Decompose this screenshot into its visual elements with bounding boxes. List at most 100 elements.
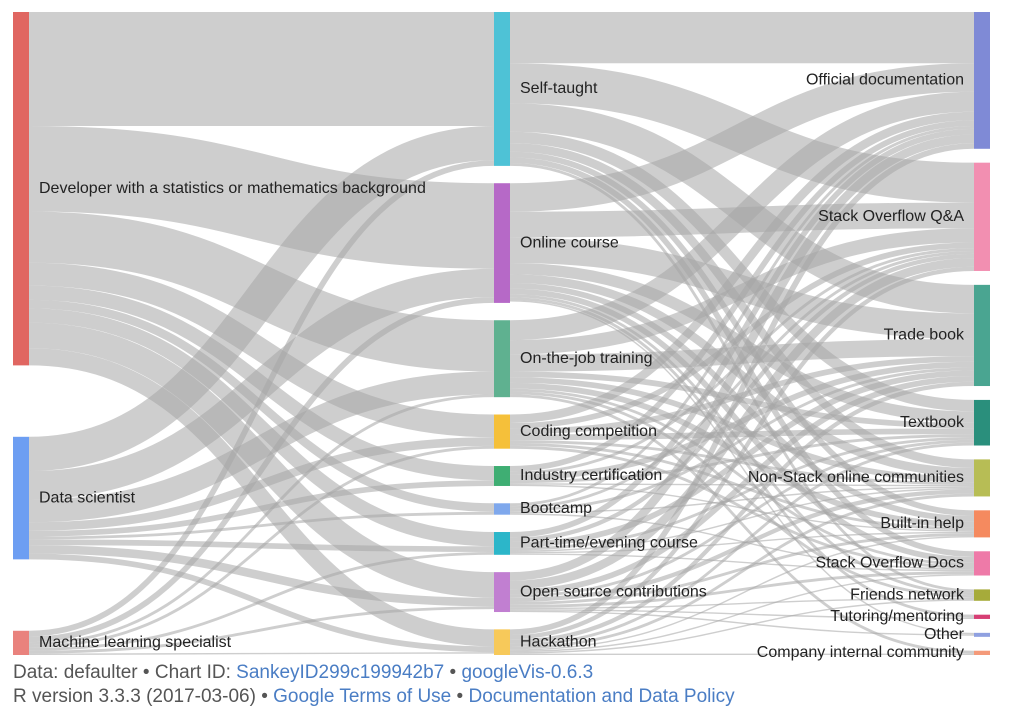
flow-link-ds-to-coding[interactable] bbox=[28, 437, 495, 531]
node-nonstack[interactable] bbox=[974, 459, 990, 497]
node-hack[interactable] bbox=[494, 629, 510, 655]
node-self[interactable] bbox=[494, 12, 510, 166]
flow-link-self-to-nonstack[interactable] bbox=[509, 143, 975, 468]
flow-link-cert-to-offdoc[interactable] bbox=[509, 120, 975, 472]
flow-link-hack-to-offdoc[interactable] bbox=[509, 143, 975, 636]
node-oss[interactable] bbox=[494, 572, 510, 613]
node-coding[interactable] bbox=[494, 414, 510, 449]
node-friends[interactable] bbox=[974, 589, 990, 601]
flow-link-part-to-offdoc[interactable] bbox=[509, 128, 975, 538]
flow-link-part-to-soqa[interactable] bbox=[509, 253, 975, 542]
flow-link-part-to-textbook[interactable] bbox=[509, 436, 975, 551]
flow-link-ml-to-coding[interactable] bbox=[28, 445, 495, 648]
flow-link-boot-to-soqa[interactable] bbox=[509, 251, 975, 509]
node-ds[interactable] bbox=[13, 436, 29, 560]
node-label-nonstack: Non-Stack online communities bbox=[748, 469, 964, 486]
flow-link-oss-to-other[interactable] bbox=[509, 610, 975, 636]
node-sodocs[interactable] bbox=[974, 551, 990, 576]
flow-link-ojt-to-company[interactable] bbox=[509, 394, 975, 654]
node-label-self: Self-taught bbox=[520, 80, 598, 97]
flow-link-ds-to-online[interactable] bbox=[28, 268, 495, 500]
flow-link-ml-to-oss[interactable] bbox=[28, 606, 495, 654]
flow-link-hack-to-builtin[interactable] bbox=[509, 535, 975, 651]
node-label-textbook: Textbook bbox=[900, 414, 965, 431]
flow-link-ml-to-part[interactable] bbox=[28, 551, 495, 651]
flow-link-ds-to-cert[interactable] bbox=[28, 480, 495, 537]
google-terms-link[interactable]: Google Terms of Use bbox=[273, 686, 452, 707]
node-label-hack: Hackathon bbox=[520, 633, 597, 650]
googlevis-link[interactable]: googleVis-0.6.3 bbox=[461, 662, 594, 683]
flow-link-ml-to-hack[interactable] bbox=[28, 652, 495, 656]
node-ojt[interactable] bbox=[494, 320, 510, 398]
flow-link-coding-to-offdoc[interactable] bbox=[509, 111, 975, 424]
flow-link-dev-to-hack[interactable] bbox=[28, 348, 495, 647]
node-label-coding: Coding competition bbox=[520, 423, 657, 440]
flow-link-hack-to-sodocs[interactable] bbox=[509, 574, 975, 653]
flow-link-ml-to-ojt[interactable] bbox=[28, 394, 495, 646]
node-online[interactable] bbox=[494, 183, 510, 303]
flow-link-ds-to-boot[interactable] bbox=[28, 511, 495, 540]
node-label-trade: Trade book bbox=[884, 327, 965, 344]
flow-link-ds-to-hack[interactable] bbox=[28, 553, 495, 653]
node-label-other: Other bbox=[924, 626, 965, 643]
flow-link-hack-to-trade[interactable] bbox=[509, 381, 975, 644]
node-dev[interactable] bbox=[13, 12, 29, 366]
flow-link-ml-to-self[interactable] bbox=[28, 160, 495, 637]
node-offdoc[interactable] bbox=[974, 12, 990, 149]
flow-link-ojt-to-offdoc[interactable] bbox=[509, 91, 975, 341]
node-company[interactable] bbox=[974, 650, 990, 655]
node-label-dev: Developer with a statistics or mathemati… bbox=[39, 180, 426, 197]
flow-link-coding-to-sodocs[interactable] bbox=[509, 445, 975, 569]
node-other[interactable] bbox=[974, 632, 990, 637]
flow-link-part-to-trade[interactable] bbox=[509, 370, 975, 548]
flow-link-oss-to-builtin[interactable] bbox=[509, 533, 975, 605]
flow-link-ds-to-self[interactable] bbox=[28, 125, 495, 472]
flow-link-oss-to-offdoc[interactable] bbox=[509, 134, 975, 581]
chart-id-link[interactable]: SankeyID299c199942b7 bbox=[236, 662, 445, 683]
node-label-boot: Bootcamp bbox=[520, 500, 592, 517]
data-policy-link[interactable]: Documentation and Data Policy bbox=[468, 686, 735, 707]
flow-link-coding-to-textbook[interactable] bbox=[509, 428, 975, 441]
footer-data-text: Data: defaulter • Chart ID: bbox=[13, 662, 237, 683]
flow-link-dev-to-part[interactable] bbox=[28, 308, 495, 547]
node-textbook[interactable] bbox=[974, 399, 990, 446]
flow-link-oss-to-textbook[interactable] bbox=[509, 439, 975, 598]
flow-link-dev-to-oss[interactable] bbox=[28, 322, 495, 598]
flow-link-coding-to-nonstack[interactable] bbox=[509, 440, 975, 486]
node-label-soqa: Stack Overflow Q&A bbox=[818, 208, 964, 225]
node-boot[interactable] bbox=[494, 503, 510, 515]
flow-link-dev-to-online[interactable] bbox=[28, 125, 495, 269]
node-ml[interactable] bbox=[13, 630, 29, 655]
flow-link-boot-to-trade[interactable] bbox=[509, 367, 975, 512]
node-label-friends: Friends network bbox=[850, 586, 965, 603]
flow-link-online-to-nonstack[interactable] bbox=[509, 274, 975, 477]
sankey-diagram: Developer with a statistics or mathemati… bbox=[13, 11, 990, 661]
flow-link-boot-to-offdoc[interactable] bbox=[509, 125, 975, 507]
node-label-part: Part-time/evening course bbox=[520, 535, 698, 552]
flow-link-cert-to-builtin[interactable] bbox=[509, 484, 975, 532]
flow-link-online-to-offdoc[interactable] bbox=[509, 63, 975, 212]
node-tutor[interactable] bbox=[974, 614, 990, 619]
flow-link-hack-to-soqa[interactable] bbox=[509, 266, 975, 640]
flow-link-dev-to-boot[interactable] bbox=[28, 299, 495, 512]
footer-r-version: R version 3.3.3 (2017-03-06) • bbox=[13, 686, 274, 707]
node-label-offdoc: Official documentation bbox=[806, 72, 964, 89]
node-label-sodocs: Stack Overflow Docs bbox=[816, 555, 964, 572]
flow-link-ml-to-online[interactable] bbox=[28, 297, 495, 643]
flow-link-ds-to-ojt[interactable] bbox=[28, 371, 495, 523]
flow-link-dev-to-coding[interactable] bbox=[28, 262, 495, 438]
flow-link-hack-to-textbook[interactable] bbox=[509, 442, 975, 647]
flow-link-oss-to-trade[interactable] bbox=[509, 376, 975, 595]
node-builtin[interactable] bbox=[974, 510, 990, 538]
node-soqa[interactable] bbox=[974, 162, 990, 271]
flow-link-hack-to-nonstack[interactable] bbox=[509, 493, 975, 650]
flow-link-ds-to-oss[interactable] bbox=[28, 545, 495, 607]
node-part[interactable] bbox=[494, 532, 510, 555]
node-cert[interactable] bbox=[494, 466, 510, 486]
flow-link-oss-to-soqa[interactable] bbox=[509, 258, 975, 590]
node-label-ojt: On-the-job training bbox=[520, 350, 653, 367]
flow-link-hack-to-friends[interactable] bbox=[509, 599, 975, 654]
flow-link-online-to-textbook[interactable] bbox=[509, 263, 975, 423]
node-trade[interactable] bbox=[974, 284, 990, 387]
sankey-links bbox=[28, 11, 975, 656]
